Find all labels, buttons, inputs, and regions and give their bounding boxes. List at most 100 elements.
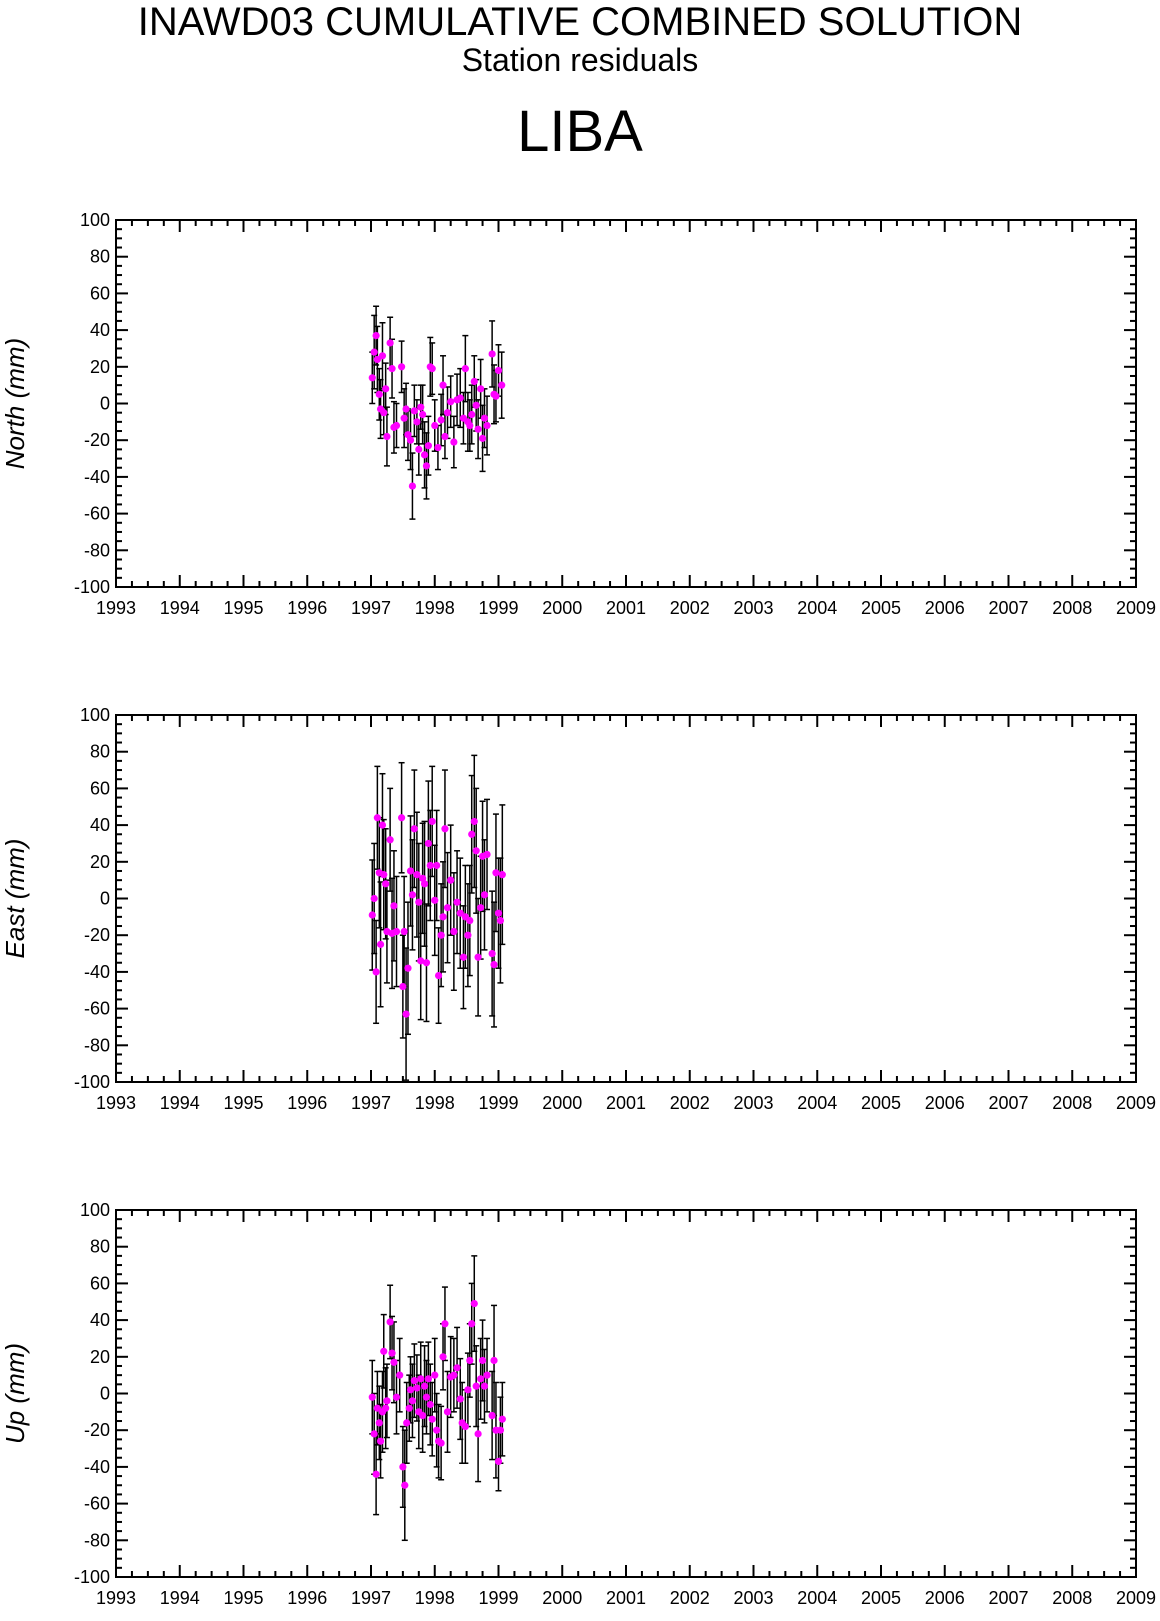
y-tick-label: -100	[74, 1567, 110, 1587]
y-tick-label: -60	[84, 999, 110, 1019]
data-point	[459, 953, 468, 961]
data-point	[490, 1356, 498, 1365]
x-tick-label: 2003	[733, 598, 773, 618]
data-point	[472, 847, 480, 855]
y-tick-label: -40	[84, 467, 110, 487]
y-tick-label: 0	[100, 1384, 110, 1404]
data-point	[422, 1393, 431, 1401]
data-point	[386, 1318, 394, 1326]
x-tick-label: 2000	[542, 1588, 582, 1608]
data-point	[386, 836, 394, 844]
x-tick-label: 1993	[96, 1588, 136, 1608]
data-point	[466, 1356, 474, 1365]
data-point	[478, 434, 487, 442]
data-point	[400, 927, 408, 936]
y-tick-label: 100	[80, 705, 110, 725]
y-axis-title: Up (mm)	[0, 1343, 30, 1444]
data-point	[420, 880, 429, 888]
data-point	[433, 861, 441, 870]
data-point	[373, 1404, 381, 1412]
data-point	[433, 1426, 441, 1434]
data-point	[406, 1386, 415, 1394]
data-point	[441, 432, 449, 441]
data-point	[468, 1320, 476, 1328]
data-point	[447, 876, 455, 884]
data-point	[439, 1353, 447, 1361]
panel-2: 1993 1994 1995 1996 1997 1998 1999 2000 2001 2002…	[0, 705, 1156, 1113]
x-tick-label: 2007	[988, 598, 1028, 618]
x-tick-label: 2002	[670, 598, 710, 618]
data-point	[431, 421, 439, 430]
data-point	[483, 1371, 491, 1379]
data-point	[403, 1419, 411, 1427]
y-tick-label: -80	[84, 540, 110, 560]
data-point	[434, 971, 443, 980]
data-point	[474, 1430, 482, 1438]
x-tick-label: 1999	[478, 1093, 518, 1113]
x-tick-label: 1997	[351, 598, 391, 618]
data-point	[373, 814, 381, 822]
y-tick-label: 20	[90, 852, 110, 872]
data-point	[488, 350, 496, 358]
x-tick-label: 2009	[1116, 1588, 1156, 1608]
data-point	[494, 366, 503, 375]
data-point	[477, 1375, 485, 1383]
x-tick-label: 2002	[670, 1588, 710, 1608]
data-point	[419, 410, 427, 419]
data-point	[443, 409, 452, 417]
data-point	[378, 352, 387, 360]
x-tick-label: 2008	[1052, 598, 1092, 618]
data-point	[431, 1371, 439, 1379]
data-point	[382, 1404, 390, 1412]
x-tick-label: 1994	[160, 598, 200, 618]
data-point	[474, 953, 482, 961]
y-tick-label: 100	[80, 210, 110, 230]
data-point	[378, 821, 387, 829]
y-tick-label: 80	[90, 742, 110, 762]
x-tick-label: 1998	[415, 1093, 455, 1113]
data-point	[406, 867, 415, 875]
x-tick-label: 1996	[287, 1093, 327, 1113]
data-point	[370, 348, 378, 356]
data-point	[453, 1364, 461, 1372]
x-tick-label: 1993	[96, 1093, 136, 1113]
y-tick-label: 60	[90, 778, 110, 798]
data-point	[483, 421, 491, 430]
plot-frame	[115, 1209, 1137, 1578]
x-tick-label: 2002	[670, 1093, 710, 1113]
data-point	[428, 365, 436, 373]
data-point	[443, 904, 452, 912]
y-tick-label: -80	[84, 1035, 110, 1055]
data-point	[456, 394, 464, 402]
data-point	[380, 871, 388, 879]
data-point	[408, 1397, 417, 1405]
y-tick-label: 80	[90, 1237, 110, 1257]
y-tick-label: -40	[84, 962, 110, 982]
data-point	[382, 385, 390, 393]
data-point	[376, 940, 385, 948]
x-tick-label: 2005	[861, 1093, 901, 1113]
data-point	[428, 1415, 436, 1423]
data-point	[383, 432, 391, 441]
data-point	[380, 409, 388, 417]
y-axis-title: North (mm)	[0, 338, 30, 469]
data-point	[441, 1320, 449, 1328]
data-point	[408, 482, 417, 490]
data-point	[447, 398, 455, 406]
data-point	[488, 949, 496, 958]
data-point	[373, 355, 381, 364]
data-point	[420, 1382, 429, 1390]
y-tick-label: -40	[84, 1457, 110, 1477]
data-point	[417, 957, 425, 965]
x-tick-label: 2003	[733, 1588, 773, 1608]
data-point	[477, 904, 485, 912]
data-point	[410, 1377, 418, 1385]
x-tick-label: 2009	[1116, 1093, 1156, 1113]
data-point	[408, 891, 417, 899]
data-point	[474, 425, 482, 433]
x-tick-label: 1999	[478, 598, 518, 618]
x-tick-label: 1998	[415, 598, 455, 618]
y-tick-label: -20	[84, 925, 110, 945]
data-point	[375, 390, 383, 398]
data-point	[472, 401, 480, 409]
